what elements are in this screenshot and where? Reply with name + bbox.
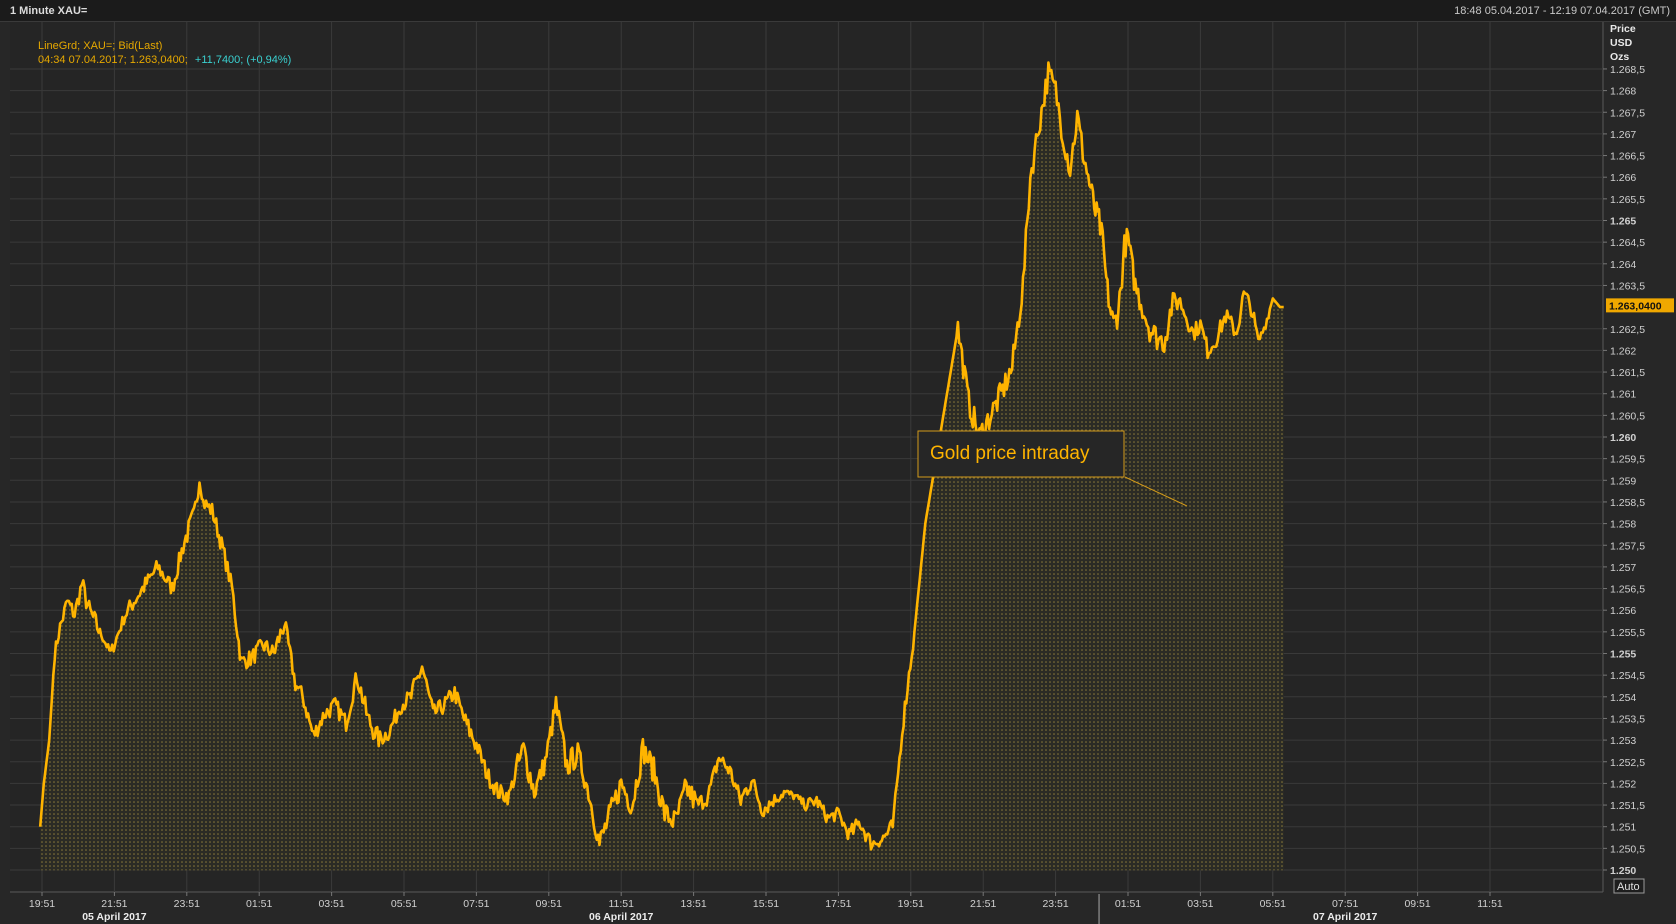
y-tick-label: 1.254,5 (1610, 670, 1645, 682)
x-tick-label: 23:51 (1042, 898, 1068, 910)
legend-last-value: 04:34 07.04.2017; 1.263,0400; +11,7400; … (38, 54, 291, 66)
x-tick-label: 05:51 (391, 898, 417, 910)
y-tick-label: 1.263,5 (1610, 280, 1645, 292)
x-tick-label: 15:51 (753, 898, 779, 910)
y-axis-title: Ozs (1610, 51, 1629, 63)
auto-button[interactable]: Auto (1613, 878, 1645, 894)
y-tick-label: 1.258,5 (1610, 497, 1645, 509)
legend-series-label: LineGrd; XAU=; Bid(Last) (38, 40, 162, 52)
y-tick-label: 1.256 (1610, 605, 1636, 617)
annotation-callout[interactable]: Gold price intraday (917, 430, 1188, 507)
y-tick-label: 1.254 (1610, 692, 1636, 704)
y-tick-label: 1.259,5 (1610, 454, 1645, 466)
price-area-fill (40, 62, 1284, 871)
y-tick-label: 1.265 (1610, 216, 1636, 228)
y-tick-label: 1.252,5 (1610, 757, 1645, 769)
y-axis-title: Price (1610, 23, 1636, 35)
x-tick-label: 09:51 (536, 898, 562, 910)
y-axis-title: USD (1610, 37, 1633, 49)
y-tick-label: 1.251,5 (1610, 800, 1645, 812)
y-axis: 1.268,5 1.268 1.267,5 1.267 1.266,5 1.266 1.26… (1603, 23, 1674, 877)
gridlines (10, 22, 1604, 893)
x-tick-label: 09:51 (1404, 898, 1430, 910)
x-tick-label: 03:51 (1187, 898, 1213, 910)
y-tick-label: 1.259 (1610, 475, 1636, 487)
y-tick-label: 1.260 (1610, 432, 1636, 444)
y-tick-label: 1.250,5 (1610, 843, 1645, 855)
y-tick-label: 1.257,5 (1610, 540, 1645, 552)
auto-button-label: Auto (1617, 881, 1640, 893)
price-area (38, 61, 1284, 871)
y-tick-label: 1.258 (1610, 519, 1636, 531)
auto-button-frame (1613, 878, 1645, 894)
y-tick-label: 1.255 (1610, 649, 1636, 661)
x-day-label: 05 April 2017 (82, 911, 147, 923)
title-bar: 1 Minute XAU= 18:48 05.04.2017 - 12:19 0… (0, 0, 1676, 22)
date-range: 18:48 05.04.2017 - 12:19 07.04.2017 (GMT… (1454, 5, 1670, 17)
y-tick-label: 1.250 (1610, 865, 1636, 877)
legend-change: +11,7400; (+0,94%) (195, 54, 291, 66)
y-tick-label: 1.264,5 (1610, 237, 1645, 249)
x-axis: 19:51 21:51 23:51 01:51 03:51 05:51 07:51 09:51… (29, 892, 1503, 924)
y-tick-label: 1.253,5 (1610, 713, 1645, 725)
x-tick-label: 03:51 (318, 898, 344, 910)
x-tick-label: 07:51 (463, 898, 489, 910)
x-tick-label: 05:51 (1260, 898, 1286, 910)
last-value-badge (1606, 298, 1674, 313)
x-tick-label: 01:51 (246, 898, 272, 910)
y-tick-label: 1.253 (1610, 735, 1636, 747)
y-tick-label: 1.267,5 (1610, 107, 1645, 119)
x-tick-label: 19:51 (29, 898, 55, 910)
x-day-label: 07 April 2017 (1313, 911, 1378, 923)
y-tick-label: 1.256,5 (1610, 584, 1645, 596)
legend: LineGrd; XAU=; Bid(Last) 04:34 07.04.201… (38, 40, 291, 66)
x-tick-label: 07:51 (1332, 898, 1358, 910)
x-tick-label: 11:51 (608, 898, 634, 910)
y-tick-label: 1.264 (1610, 259, 1636, 271)
y-tick-label: 1.255,5 (1610, 627, 1645, 639)
price-line[interactable] (38, 61, 1284, 851)
y-tick-label: 1.268,5 (1610, 64, 1645, 76)
x-tick-label: 21:51 (101, 898, 127, 910)
y-tick-label: 1.265,5 (1610, 194, 1645, 206)
annotation-box (917, 430, 1125, 478)
legend-timestamp: 04:34 07.04.2017; 1.263,0400; (38, 54, 188, 66)
annotation-leader-line (1124, 476, 1188, 507)
y-tick-label: 1.268 (1610, 86, 1636, 98)
x-tick-label: 13:51 (680, 898, 706, 910)
y-tick-label: 1.262 (1610, 345, 1636, 357)
y-tick-label: 1.252 (1610, 778, 1636, 790)
window-title: 1 Minute XAU= (10, 5, 88, 17)
last-value-label: 1.263,0400 (1609, 300, 1662, 312)
y-tick-label: 1.266 (1610, 172, 1636, 184)
x-day-label: 06 April 2017 (589, 911, 654, 923)
x-tick-label: 23:51 (174, 898, 200, 910)
x-tick-label: 11:51 (1477, 898, 1503, 910)
annotation-text: Gold price intraday (930, 443, 1090, 464)
y-tick-label: 1.257 (1610, 562, 1636, 574)
x-tick-label: 19:51 (898, 898, 924, 910)
y-tick-label: 1.251 (1610, 822, 1636, 834)
x-tick-label: 17:51 (825, 898, 851, 910)
y-tick-label: 1.266,5 (1610, 151, 1645, 163)
y-tick-label: 1.261 (1610, 389, 1636, 401)
y-tick-label: 1.262,5 (1610, 324, 1645, 336)
y-tick-label: 1.260,5 (1610, 410, 1645, 422)
y-tick-label: 1.261,5 (1610, 367, 1645, 379)
x-tick-label: 21:51 (970, 898, 996, 910)
y-tick-label: 1.267 (1610, 129, 1636, 141)
x-tick-label: 01:51 (1115, 898, 1141, 910)
